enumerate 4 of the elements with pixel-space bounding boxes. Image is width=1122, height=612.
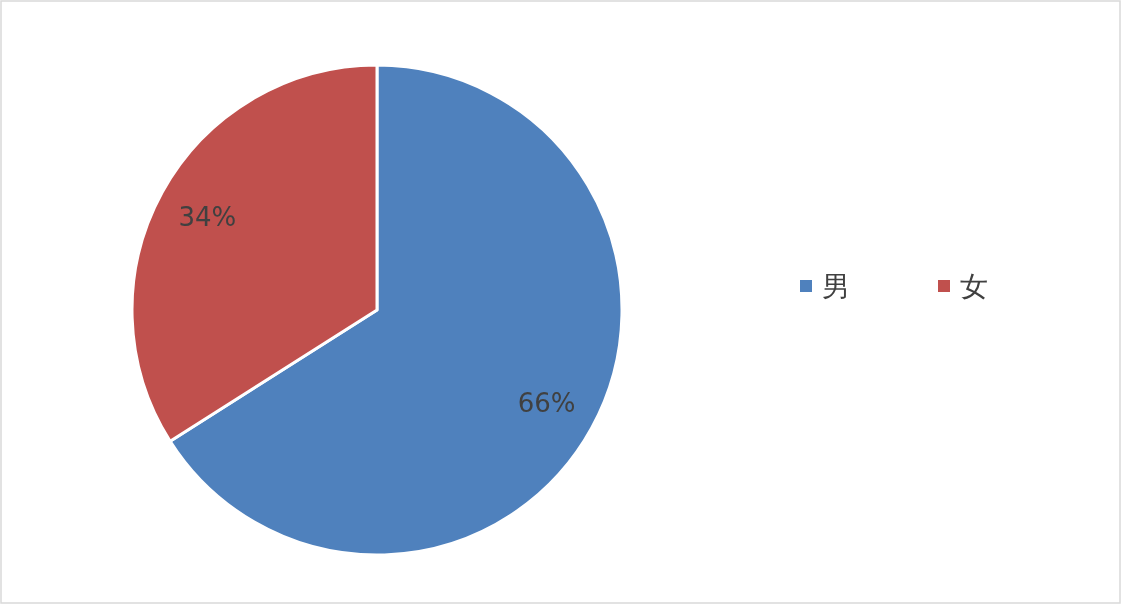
legend-label: 女 [960, 269, 988, 303]
data-label: 34% [178, 201, 237, 232]
data-label: 66% [517, 388, 576, 419]
legend-label: 男 [822, 269, 850, 303]
